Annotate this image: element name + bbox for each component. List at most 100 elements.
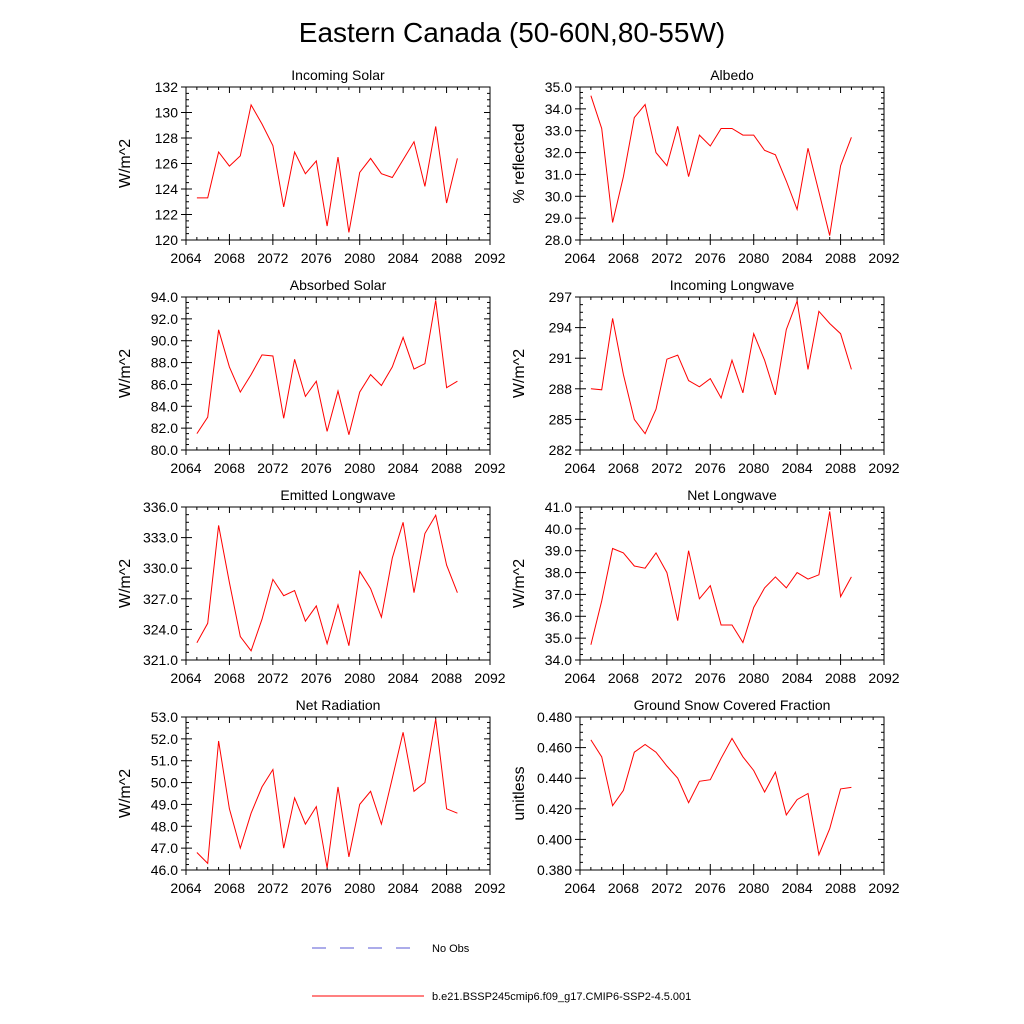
y-tick-label: 46.0 [151,862,178,878]
y-tick-label: 35.0 [545,630,572,646]
y-tick-label: 48.0 [151,818,178,834]
y-tick-label: 324.0 [143,621,178,637]
series-line [196,300,458,435]
panel-title: Net Radiation [296,697,381,713]
x-tick-label: 2064 [564,880,595,896]
y-axis-label: W/m^2 [117,559,134,608]
y-tick-label: 39.0 [545,543,572,559]
y-tick-label: 50.0 [151,775,178,791]
y-axis-label: W/m^2 [117,139,134,188]
y-tick-label: 47.0 [151,840,178,856]
y-tick-label: 35.0 [545,79,572,95]
x-tick-label: 2084 [388,670,419,686]
y-tick-label: 82.0 [151,420,178,436]
x-tick-label: 2092 [868,250,899,266]
x-tick-label: 2068 [608,460,639,476]
x-tick-label: 2064 [564,250,595,266]
series-line [590,95,852,236]
y-tick-label: 30.0 [545,188,572,204]
panel-1: Incoming Solar W/m^2 2064 2068 2072 2076 2080 2… [117,67,506,266]
y-axis-label: unitless [511,766,528,820]
x-tick-label: 2072 [651,250,682,266]
x-tick-label: 2068 [608,250,639,266]
x-tick-label: 2084 [388,880,419,896]
panel-title: Ground Snow Covered Fraction [634,697,831,713]
y-tick-label: 33.0 [545,123,572,139]
y-tick-label: 336.0 [143,499,178,515]
series-line [590,737,852,857]
x-tick-label: 2064 [170,250,201,266]
y-tick-label: 34.0 [545,652,572,668]
panel-title: Albedo [710,67,754,83]
y-tick-label: 41.0 [545,499,572,515]
x-tick-label: 2092 [868,460,899,476]
x-tick-label: 2064 [564,460,595,476]
y-tick-label: 285 [549,411,573,427]
x-tick-label: 2072 [257,880,288,896]
x-tick-label: 2064 [170,460,201,476]
y-tick-label: 80.0 [151,442,178,458]
x-tick-label: 2092 [868,880,899,896]
x-tick-label: 2072 [651,880,682,896]
x-tick-label: 2084 [782,460,813,476]
x-tick-label: 2080 [738,460,769,476]
x-tick-label: 2088 [825,250,856,266]
y-tick-label: 282 [549,442,573,458]
x-tick-label: 2092 [474,460,505,476]
x-tick-label: 2080 [738,670,769,686]
y-tick-label: 132 [155,79,179,95]
plot-frame [579,506,885,661]
panel-title: Incoming Longwave [670,277,795,293]
y-axis-label: W/m^2 [511,349,528,398]
x-tick-label: 2068 [608,670,639,686]
panel-8: Ground Snow Covered Fraction unitless 2064… [511,697,900,896]
x-tick-label: 2084 [388,460,419,476]
plot-frame [579,296,885,451]
y-tick-label: 38.0 [545,565,572,581]
y-tick-label: 122 [155,207,179,223]
x-tick-label: 2072 [651,670,682,686]
panels: Incoming Solar W/m^2 2064 2068 2072 2076 2080 2… [117,67,900,896]
y-axis-label: W/m^2 [117,769,134,818]
x-tick-label: 2092 [474,670,505,686]
y-axis-label: W/m^2 [117,349,134,398]
x-tick-label: 2088 [431,880,462,896]
x-tick-label: 2076 [301,460,332,476]
plot-frame [579,716,885,871]
x-tick-label: 2088 [431,250,462,266]
x-tick-label: 2072 [257,670,288,686]
x-tick-label: 2092 [868,670,899,686]
x-tick-label: 2068 [214,670,245,686]
x-tick-label: 2072 [651,460,682,476]
legend: No Obs b.e21.BSSP245cmip6.f09_g17.CMIP6-… [312,943,691,1003]
x-tick-label: 2088 [825,670,856,686]
x-tick-label: 2068 [214,460,245,476]
x-tick-label: 2088 [825,880,856,896]
x-tick-label: 2080 [344,670,375,686]
y-tick-label: 90.0 [151,333,178,349]
y-tick-label: 297 [549,289,573,305]
panel-title: Incoming Solar [291,67,385,83]
y-tick-label: 288 [549,381,573,397]
series-line [196,719,458,868]
y-tick-label: 330.0 [143,560,178,576]
y-tick-label: 94.0 [151,289,178,305]
y-tick-label: 0.420 [537,801,572,817]
y-tick-label: 0.440 [537,770,572,786]
y-tick-label: 0.480 [537,709,572,725]
panel-4: Incoming Longwave W/m^2 2064 2068 2072 2076 20… [511,277,900,476]
x-tick-label: 2084 [782,670,813,686]
x-tick-label: 2076 [301,880,332,896]
y-tick-label: 86.0 [151,376,178,392]
y-tick-label: 49.0 [151,796,178,812]
x-tick-label: 2084 [388,250,419,266]
y-tick-label: 92.0 [151,311,178,327]
x-tick-label: 2088 [825,460,856,476]
y-tick-label: 120 [155,232,179,248]
y-tick-label: 36.0 [545,608,572,624]
panel-7: Net Radiation W/m^2 2064 2068 2072 2076 2080 20… [117,697,506,896]
y-axis-label: % reflected [511,123,528,203]
panel-5: Emitted Longwave W/m^2 2064 2068 2072 2076 208… [117,487,506,686]
x-tick-label: 2072 [257,460,288,476]
